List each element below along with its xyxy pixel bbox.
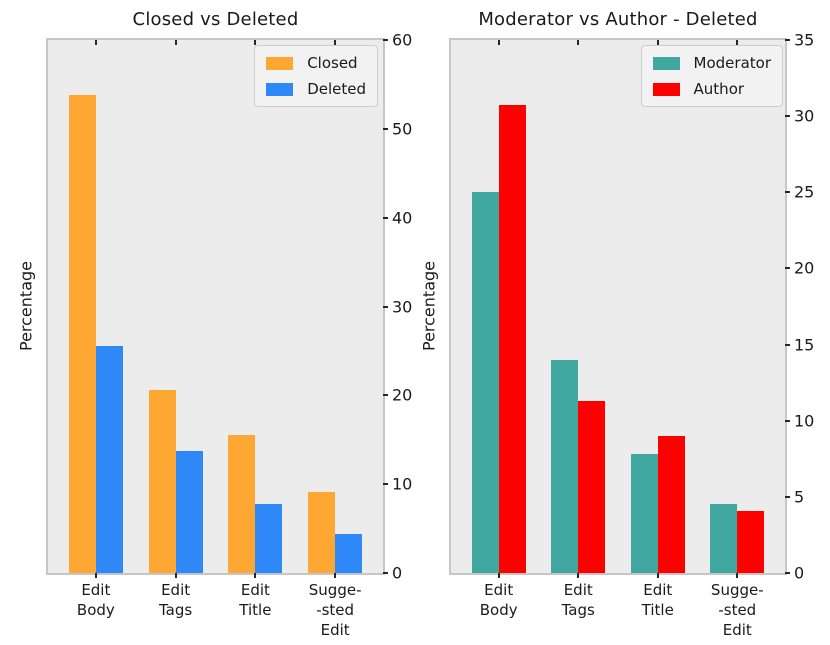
legend-label: Author: [693, 80, 745, 98]
x-tick-label: Edit Body: [479, 581, 518, 619]
y-tick-label: 10: [794, 411, 815, 431]
y-tick: [383, 394, 388, 397]
bar-moderator-edit-body: [471, 192, 499, 573]
y-tick-label: 35: [794, 30, 815, 50]
chart-title: Moderator vs Author - Deleted: [478, 9, 758, 30]
plot-area: Edit Body Edit Tags Edit Title Sugge- -sted…: [449, 31, 814, 639]
x-tick-label: Sugge- -sted Edit: [710, 581, 764, 639]
y-tick: [785, 267, 790, 270]
bar-author-edit-body: [498, 105, 526, 573]
legend-label: Moderator: [693, 54, 771, 72]
legend-swatch-moderator: [652, 56, 680, 70]
bar-closed-edit-title: [228, 435, 256, 573]
y-tick-label: 5: [794, 487, 805, 507]
y-axis-label: Percentage: [16, 260, 36, 352]
bar-closed-edit-tags: [148, 390, 176, 573]
x-tick-label: Edit Tags: [561, 581, 595, 619]
y-tick-label: 0: [794, 563, 805, 583]
y-tick: [785, 495, 790, 498]
legend-item-deleted: Deleted: [266, 80, 366, 98]
bar-author-edit-tags: [578, 400, 606, 573]
bar-moderator-edit-title: [630, 454, 658, 573]
x-tick-bottom: [334, 573, 337, 578]
x-tick-top: [334, 40, 337, 45]
y-tick-label: 30: [392, 297, 413, 316]
bar-deleted-sugge---sted-edit: [335, 533, 363, 573]
x-tick-top: [656, 40, 659, 45]
x-tick-top: [254, 40, 257, 45]
legend: Moderator Author: [640, 45, 783, 107]
x-tick-label: Edit Tags: [159, 581, 193, 619]
y-tick: [383, 305, 388, 308]
chart-title: Closed vs Deleted: [132, 9, 299, 30]
bar-moderator-edit-tags: [551, 359, 579, 573]
x-tick-bottom: [577, 573, 580, 578]
bar-moderator-sugge---sted-edit: [710, 504, 738, 573]
bar-closed-sugge---sted-edit: [308, 492, 336, 573]
x-tick-top: [174, 40, 177, 45]
bar-deleted-edit-body: [95, 345, 123, 573]
y-axis-label: Percentage: [419, 260, 439, 352]
legend-item-closed: Closed: [266, 54, 366, 72]
x-tick-bottom: [174, 573, 177, 578]
y-tick-label: 10: [392, 474, 413, 494]
x-tick-bottom: [497, 573, 500, 578]
x-tick-top: [94, 40, 97, 45]
plot-area: Edit Body Edit Tags Edit Title Sugge- -sted…: [46, 31, 412, 639]
y-tick-label: 50: [392, 119, 413, 139]
x-tick-label: Edit Title: [641, 581, 674, 619]
legend-label: Deleted: [307, 80, 366, 98]
x-tick-bottom: [94, 573, 97, 578]
y-tick: [383, 216, 388, 219]
y-tick: [785, 572, 790, 574]
y-tick-label: 60: [392, 30, 413, 50]
legend-item-author: Author: [652, 80, 771, 98]
y-tick-label: 40: [392, 208, 413, 228]
legend-swatch-deleted: [266, 82, 294, 96]
y-tick: [383, 39, 388, 41]
x-tick-bottom: [736, 573, 739, 578]
x-tick-top: [497, 40, 500, 45]
y-tick-label: 15: [794, 335, 815, 355]
x-tick-top: [736, 40, 739, 45]
y-tick: [383, 483, 388, 486]
legend-swatch-author: [652, 82, 680, 96]
bar-author-sugge---sted-edit: [737, 510, 765, 573]
x-tick-bottom: [254, 573, 257, 578]
bar-deleted-edit-title: [255, 503, 283, 573]
x-tick-top: [577, 40, 580, 45]
y-tick-label: 25: [794, 182, 815, 202]
y-tick: [785, 343, 790, 346]
bar-deleted-edit-tags: [175, 451, 203, 573]
y-tick: [785, 419, 790, 422]
legend-item-moderator: Moderator: [652, 54, 771, 72]
y-tick-label: 30: [794, 106, 815, 126]
y-tick-label: 20: [392, 385, 413, 405]
y-tick-label: 0: [392, 563, 403, 583]
legend: Closed Deleted: [254, 45, 378, 107]
y-tick: [785, 115, 790, 118]
legend-swatch-closed: [266, 56, 294, 70]
x-tick-label: Sugge- -sted Edit: [308, 581, 362, 639]
y-tick: [383, 572, 388, 574]
y-tick-label: 20: [794, 258, 815, 278]
y-tick: [785, 191, 790, 194]
x-tick-label: Edit Body: [76, 581, 115, 619]
y-tick: [785, 39, 790, 41]
x-tick-bottom: [656, 573, 659, 578]
bar-closed-edit-body: [68, 95, 96, 573]
bar-author-edit-title: [657, 435, 685, 573]
x-tick-label: Edit Title: [239, 581, 272, 619]
y-tick: [383, 127, 388, 130]
legend-label: Closed: [307, 54, 358, 72]
